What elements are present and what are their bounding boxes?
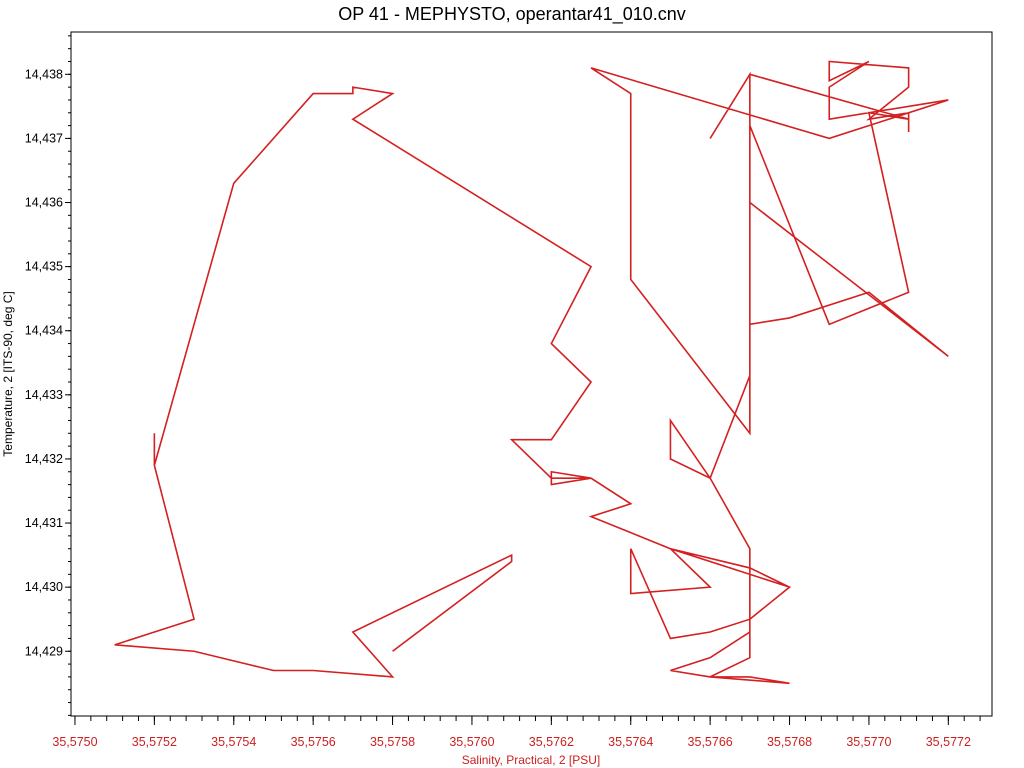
x-axis-tick-marks xyxy=(74,716,981,725)
y-tick-label: 14,436 xyxy=(25,196,63,210)
x-tick-label: 35,5752 xyxy=(132,735,177,749)
x-tick-label: 35,5754 xyxy=(211,735,256,749)
series-group xyxy=(114,60,949,685)
x-tick-label: 35,5758 xyxy=(370,735,415,749)
y-tick-label: 14,432 xyxy=(25,452,63,466)
x-tick-label: 35,5760 xyxy=(449,735,494,749)
x-tick-label: 35,5764 xyxy=(608,735,653,749)
x-axis-tick-labels: 35,5750 35,5752 35,5754 35,5756 35,5758 35,57… xyxy=(52,735,971,749)
y-tick-label: 14,429 xyxy=(25,644,63,658)
y-axis-tick-labels: 14,429 14,430 14,431 14,432 14,433 14,434 14,4… xyxy=(25,67,63,658)
series-line xyxy=(114,60,949,685)
x-tick-label: 35,5756 xyxy=(291,735,336,749)
x-tick-label: 35,5770 xyxy=(846,735,891,749)
y-axis-label: Temperature, 2 [ITS-90, deg C] xyxy=(1,291,15,456)
x-tick-label: 35,5762 xyxy=(529,735,574,749)
x-axis-label: Salinity, Practical, 2 [PSU] xyxy=(462,753,601,767)
y-tick-label: 14,437 xyxy=(25,131,63,145)
y-axis-tick-marks xyxy=(65,35,71,716)
x-tick-label: 35,5768 xyxy=(767,735,812,749)
x-tick-label: 35,5750 xyxy=(52,735,97,749)
y-tick-label: 14,435 xyxy=(25,260,63,274)
plot-area: 14,429 14,430 14,431 14,432 14,433 14,434 14,4… xyxy=(25,31,993,749)
plot-frame xyxy=(70,31,993,717)
y-tick-label: 14,430 xyxy=(25,580,63,594)
x-tick-label: 35,5772 xyxy=(926,735,971,749)
y-tick-label: 14,438 xyxy=(25,67,63,81)
x-tick-label: 35,5766 xyxy=(688,735,733,749)
chart-title: OP 41 - MEPHYSTO, operantar41_010.cnv xyxy=(338,4,686,25)
y-tick-label: 14,434 xyxy=(25,324,63,338)
y-tick-label: 14,433 xyxy=(25,388,63,402)
y-tick-label: 14,431 xyxy=(25,516,63,530)
